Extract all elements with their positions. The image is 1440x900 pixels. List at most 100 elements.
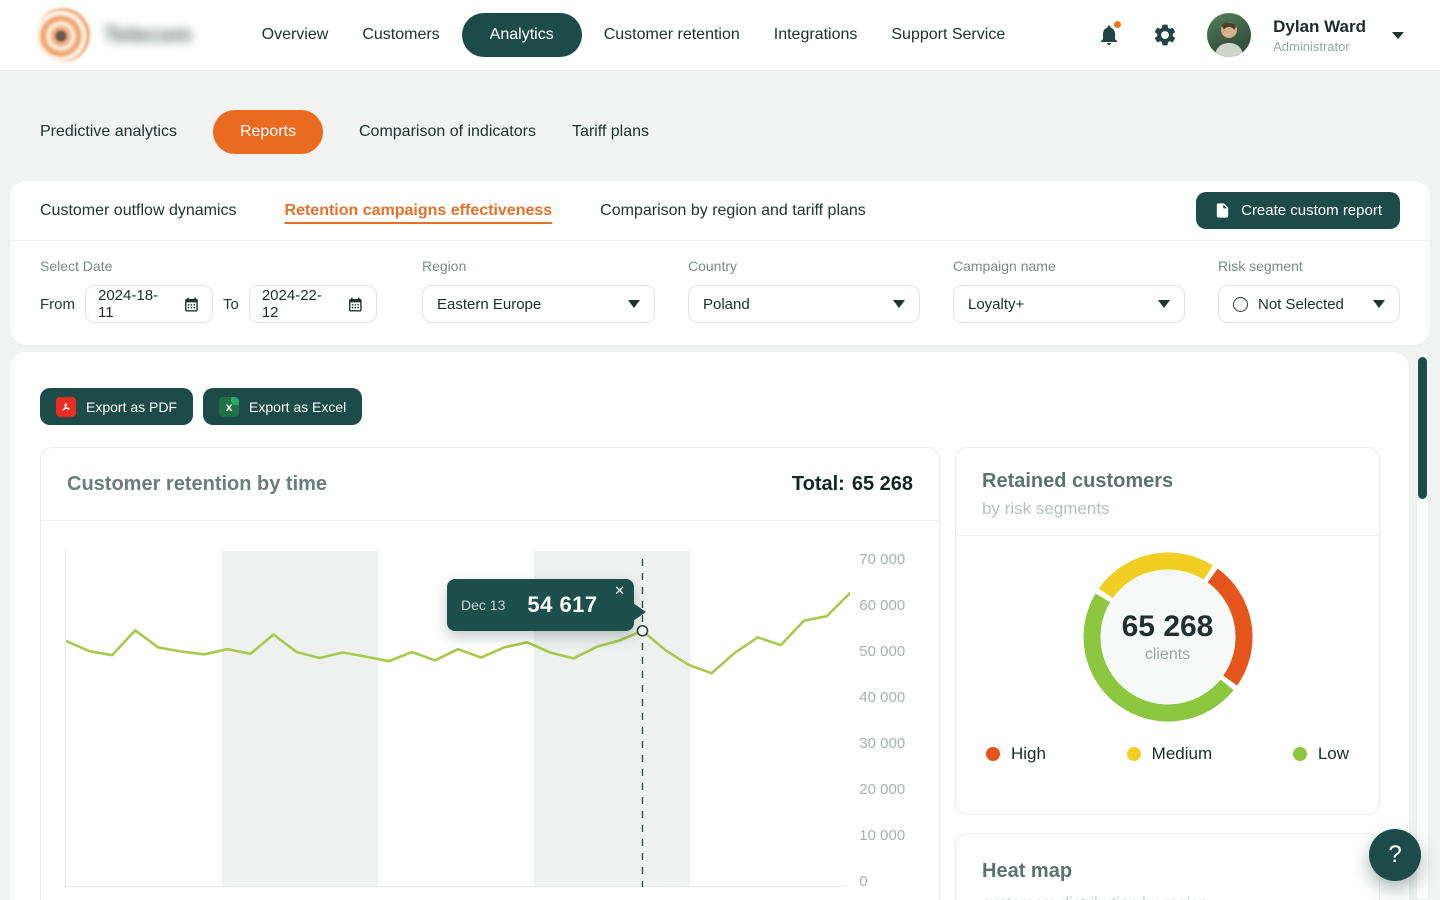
legend-dot-low bbox=[1292, 747, 1307, 761]
retention-chart-body: Dec 13 54 617 ✕ 70 000 60 000 50 000 40 000… bbox=[41, 521, 939, 900]
legend-item-medium: Medium bbox=[1126, 744, 1212, 764]
y-tick-label: 70 000 bbox=[859, 551, 906, 568]
brand-logo[interactable]: Telecom bbox=[36, 8, 192, 62]
scrollbar-track[interactable] bbox=[1416, 352, 1429, 900]
scrollbar-thumb[interactable] bbox=[1418, 357, 1427, 499]
y-tick-label: 20 000 bbox=[859, 781, 906, 798]
y-tick-label: 10 000 bbox=[859, 827, 906, 844]
legend-label-high: High bbox=[1011, 744, 1046, 763]
filter-label-region: Region bbox=[422, 258, 467, 274]
legend-label-low: Low bbox=[1317, 744, 1349, 763]
date-from-input[interactable]: 2024-18-11 bbox=[85, 285, 213, 323]
create-custom-report-label: Create custom report bbox=[1241, 202, 1382, 219]
radio-icon bbox=[1233, 296, 1248, 312]
tooltip-date: Dec 13 bbox=[461, 597, 506, 613]
retention-line-series bbox=[66, 591, 850, 675]
heat-map-title: Heat map bbox=[982, 860, 1073, 882]
notification-dot bbox=[1113, 20, 1123, 29]
subnav-item-reports[interactable]: Reports bbox=[212, 110, 323, 154]
nav-item-customers[interactable]: Customers bbox=[362, 26, 440, 43]
user-name: Dylan Ward bbox=[1273, 16, 1366, 36]
chevron-down-icon bbox=[1158, 300, 1170, 308]
top-bar-right: Dylan Ward Administrator bbox=[1087, 13, 1404, 57]
question-icon: ? bbox=[1388, 841, 1402, 868]
filter-region: Region Eastern Europe bbox=[422, 258, 655, 323]
date-to-value: 2024-22-12 bbox=[261, 287, 322, 321]
donut-center-label: clients bbox=[1144, 646, 1191, 663]
line-chart bbox=[66, 559, 850, 887]
filter-country: Country Poland bbox=[688, 258, 920, 323]
tab-retention-campaigns-effectiveness[interactable]: Retention campaigns effectiveness bbox=[284, 201, 553, 219]
subnav-item-tariff-plans[interactable]: Tariff plans bbox=[571, 123, 650, 140]
user-menu[interactable]: Dylan Ward Administrator bbox=[1273, 17, 1366, 54]
heat-map-card: Heat map customers distribution by regio… bbox=[955, 833, 1380, 900]
calendar-icon[interactable] bbox=[183, 296, 200, 313]
retention-chart-total: Total: 65 268 bbox=[792, 473, 913, 496]
gear-icon bbox=[1154, 24, 1176, 46]
top-nav: Overview Customers Analytics Customer reten… bbox=[250, 13, 1018, 57]
chevron-down-icon[interactable] bbox=[1392, 31, 1404, 39]
close-icon[interactable]: ✕ bbox=[614, 583, 625, 598]
select-value-campaign-name: Loyalty+ bbox=[968, 295, 1025, 313]
retained-customers-title: Retained customers bbox=[982, 470, 1174, 492]
nav-item-support-service[interactable]: Support Service bbox=[891, 26, 1006, 43]
export-excel-label: Export as Excel bbox=[249, 398, 347, 415]
date-filter-label: Select Date bbox=[40, 258, 113, 274]
help-button[interactable]: ? bbox=[1369, 829, 1421, 881]
y-axis-labels: 70 000 60 000 50 000 40 000 30 000 20 000 10 0… bbox=[859, 551, 939, 890]
brand-logo-icon bbox=[36, 8, 90, 62]
pdf-icon bbox=[56, 396, 76, 417]
sub-nav: Predictive analytics Reports Comparison of… bbox=[40, 110, 649, 154]
nav-item-integrations[interactable]: Integrations bbox=[773, 26, 858, 43]
select-risk-segment[interactable]: Not Selected bbox=[1218, 285, 1400, 323]
donut-inner-disc bbox=[1101, 571, 1234, 703]
donut-center: 65 268 clients bbox=[1083, 552, 1253, 722]
create-custom-report-button[interactable]: Create custom report bbox=[1196, 192, 1400, 229]
risk-donut-chart: 65 268 clients bbox=[1083, 552, 1253, 722]
legend-item-low: Low bbox=[1292, 744, 1349, 764]
legend-dot-high bbox=[986, 747, 1000, 761]
retained-customers-subtitle: by risk segments bbox=[982, 499, 1110, 518]
export-excel-button[interactable]: x Export as Excel bbox=[203, 388, 363, 425]
export-row: Export as PDF x Export as Excel bbox=[10, 352, 1409, 425]
notifications-button[interactable] bbox=[1087, 13, 1131, 57]
donut-segment-high bbox=[1206, 568, 1252, 686]
filters-card: Customer outflow dynamics Retention campa… bbox=[10, 181, 1430, 345]
date-filter: Select Date From 2024-18-11 To 2024-22-1… bbox=[40, 258, 392, 323]
y-tick-label: 0 bbox=[859, 873, 868, 890]
retention-chart-card: Customer retention by time Total: 65 268… bbox=[40, 447, 940, 900]
chevron-down-icon bbox=[893, 300, 905, 308]
nav-item-analytics[interactable]: Analytics bbox=[461, 13, 582, 57]
tab-customer-outflow-dynamics[interactable]: Customer outflow dynamics bbox=[40, 201, 237, 219]
nav-item-overview[interactable]: Overview bbox=[261, 26, 329, 43]
subnav-item-predictive-analytics[interactable]: Predictive analytics bbox=[40, 123, 177, 140]
tab-comparison-by-region-and-tariff-plans[interactable]: Comparison by region and tariff plans bbox=[600, 201, 866, 219]
retained-customers-header: Retained customers by risk segments bbox=[956, 448, 1379, 536]
retained-customers-card: Retained customers by risk segments 65 2… bbox=[955, 447, 1380, 815]
select-country[interactable]: Poland bbox=[688, 285, 920, 323]
total-value: 65 268 bbox=[851, 472, 913, 495]
export-pdf-button[interactable]: Export as PDF bbox=[40, 388, 194, 425]
excel-icon: x bbox=[219, 396, 240, 417]
donut-center-value: 65 268 bbox=[1121, 610, 1214, 643]
calendar-icon[interactable] bbox=[347, 296, 364, 313]
select-campaign-name[interactable]: Loyalty+ bbox=[953, 285, 1185, 323]
y-tick-label: 60 000 bbox=[859, 597, 906, 614]
settings-button[interactable] bbox=[1143, 13, 1187, 57]
total-label: Total: bbox=[791, 472, 845, 495]
date-to-input[interactable]: 2024-22-12 bbox=[248, 285, 377, 323]
legend-dot-medium bbox=[1126, 747, 1141, 761]
brand-name: Telecom bbox=[104, 22, 192, 47]
filter-campaign-name: Campaign name Loyalty+ bbox=[953, 258, 1185, 323]
select-region[interactable]: Eastern Europe bbox=[422, 285, 655, 323]
nav-item-customer-retention[interactable]: Customer retention bbox=[603, 26, 740, 43]
select-value-region: Eastern Europe bbox=[437, 295, 542, 313]
date-from-value: 2024-18-11 bbox=[98, 287, 159, 321]
chevron-down-icon bbox=[628, 300, 640, 308]
filter-risk-segment: Risk segment Not Selected bbox=[1218, 258, 1400, 323]
avatar[interactable] bbox=[1207, 13, 1252, 57]
subnav-item-comparison-of-indicators[interactable]: Comparison of indicators bbox=[358, 123, 536, 140]
filter-label-campaign-name: Campaign name bbox=[953, 258, 1056, 274]
legend-item-high: High bbox=[986, 744, 1046, 764]
